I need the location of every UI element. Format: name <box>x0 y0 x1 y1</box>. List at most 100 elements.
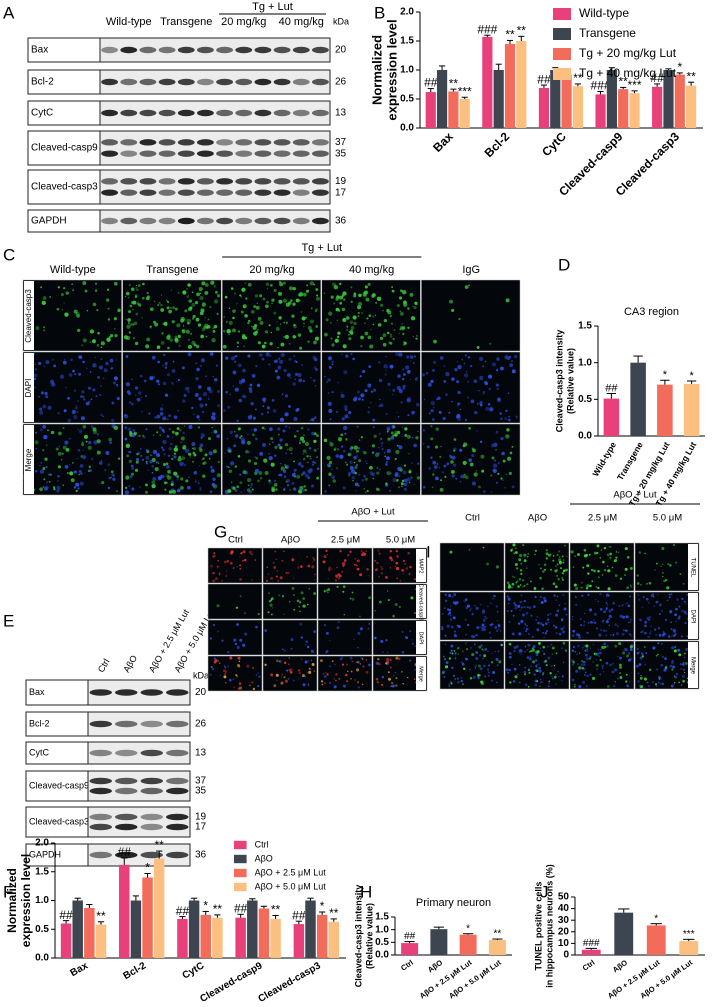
cell-signal <box>481 623 485 627</box>
cell-signal <box>275 326 280 331</box>
cell-signal <box>343 449 346 453</box>
cell-signal <box>292 487 297 491</box>
cell-signal <box>352 480 354 482</box>
cell-signal <box>384 455 387 458</box>
cell-signal <box>548 682 550 685</box>
cell-signal <box>658 678 661 680</box>
cell-signal <box>483 620 485 623</box>
cell-signal <box>100 460 103 462</box>
cell-signal <box>239 567 242 570</box>
cell-signal <box>533 605 536 608</box>
cell-signal <box>307 683 310 685</box>
cell-signal <box>187 344 193 349</box>
cell-signal <box>306 284 309 287</box>
cell-signal <box>73 389 76 392</box>
cell-signal <box>171 457 174 461</box>
cell-signal <box>477 664 481 668</box>
cell-signal <box>549 553 552 556</box>
cell-signal <box>360 436 363 439</box>
cell-signal <box>660 565 662 568</box>
cell-signal <box>656 668 659 671</box>
cell-signal <box>187 294 190 297</box>
cell-signal <box>94 282 98 285</box>
bar <box>482 36 493 128</box>
cell-signal <box>116 359 118 361</box>
cell-signal <box>323 682 326 685</box>
row-label-box <box>25 679 89 706</box>
cell-signal <box>412 335 415 338</box>
cell-signal <box>65 387 67 389</box>
cell-signal <box>334 663 336 666</box>
cell-signal <box>293 324 297 329</box>
cell-signal <box>367 335 372 340</box>
cell-signal <box>288 669 291 672</box>
cell-signal <box>650 630 652 632</box>
cell-signal <box>431 486 434 489</box>
cell-signal <box>394 565 397 568</box>
cell-signal <box>380 639 384 643</box>
cell-signal <box>268 452 270 455</box>
cell-signal <box>378 576 380 578</box>
cell-signal <box>286 467 289 470</box>
cell-signal <box>204 453 208 457</box>
cell-signal <box>555 613 559 617</box>
cell-signal <box>113 317 117 321</box>
cell-signal <box>356 425 359 428</box>
cell-signal <box>298 292 304 297</box>
cell-signal <box>331 363 334 366</box>
cell-signal <box>369 471 374 476</box>
cell-signal <box>624 567 628 571</box>
micrograph <box>569 640 635 690</box>
band <box>158 109 176 117</box>
group-label: AβO + Lut <box>351 507 395 518</box>
cell-signal <box>352 397 358 402</box>
cell-signal <box>630 635 633 637</box>
cell-signal <box>555 565 557 567</box>
cell-signal <box>204 290 209 295</box>
cell-signal <box>279 323 282 325</box>
y-axis-label: Normalized <box>369 35 384 105</box>
cell-signal <box>551 653 553 655</box>
cell-signal <box>230 550 234 554</box>
legend-label: AβO + 5.0 μM Lut <box>255 881 327 891</box>
bar <box>436 70 448 128</box>
cell-signal <box>673 544 676 547</box>
cell-signal <box>129 284 131 286</box>
cell-signal <box>398 657 401 661</box>
band <box>115 813 138 821</box>
cell-signal <box>92 302 97 307</box>
cell-signal <box>394 684 398 687</box>
cell-signal <box>328 681 331 684</box>
cell-signal <box>508 668 512 672</box>
cell-signal <box>639 676 643 680</box>
cell-signal <box>665 618 667 621</box>
cell-signal <box>611 608 614 611</box>
cell-signal <box>63 302 65 304</box>
cell-signal <box>597 570 600 573</box>
cell-signal <box>293 468 297 472</box>
cell-signal <box>352 315 357 320</box>
cell-signal <box>400 401 403 404</box>
y-tick-label: 0.0 <box>35 953 49 964</box>
cell-signal <box>518 577 522 581</box>
cell-signal <box>591 676 596 681</box>
cell-signal <box>275 659 279 663</box>
cell-signal <box>443 464 447 468</box>
cell-signal <box>176 478 179 481</box>
cell-signal <box>160 308 165 312</box>
cell-signal <box>389 556 393 560</box>
cell-signal <box>268 324 271 327</box>
cell-signal <box>272 409 277 413</box>
cell-signal <box>603 546 607 550</box>
cell-signal <box>152 449 158 455</box>
cell-signal <box>138 486 141 488</box>
cell-signal <box>303 292 307 297</box>
cell-signal <box>454 657 457 660</box>
cell-signal <box>565 613 568 616</box>
cell-signal <box>255 457 259 460</box>
cell-signal <box>167 475 172 480</box>
cell-signal <box>486 617 488 619</box>
row-label: Cleaved-casp3 <box>29 816 89 826</box>
cell-signal <box>391 425 396 429</box>
band <box>292 178 310 185</box>
